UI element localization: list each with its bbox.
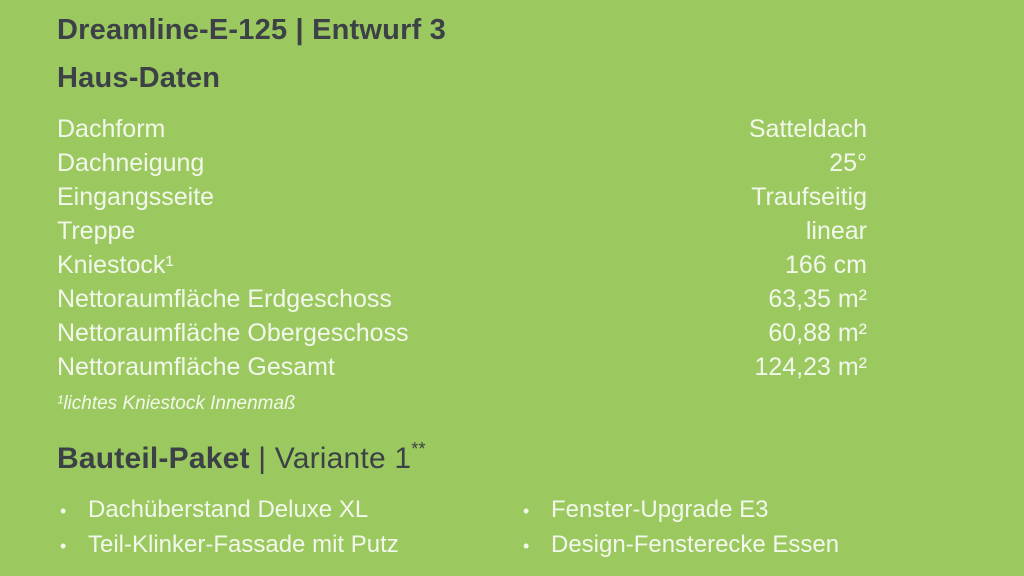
table-row: Dachform Satteldach <box>57 112 867 146</box>
list-item: • Fenster-Upgrade E3 <box>520 492 960 527</box>
page-title: Dreamline-E-125 | Entwurf 3 <box>57 14 447 46</box>
bullet-text: Teil-Klinker-Fassade mit Putz <box>88 531 399 558</box>
spec-label: Dachneigung <box>57 149 205 177</box>
spec-label: Nettoraumfläche Obergeschoss <box>57 319 409 347</box>
spec-value: 124,23 m² <box>754 353 867 381</box>
bullet-icon: • <box>60 536 67 556</box>
pkg-heading-rest: | Variante 1 <box>249 442 412 475</box>
spec-label: Kniestock¹ <box>57 251 174 279</box>
spec-value: linear <box>805 217 867 245</box>
bullet-icon: • <box>523 501 530 521</box>
list-item: • Design-Fensterecke Essen <box>520 527 960 562</box>
table-row: Eingangsseite Traufseitig <box>57 180 867 214</box>
bullet-text: Dachüberstand Deluxe XL <box>88 496 369 523</box>
bullet-icon: • <box>60 501 67 521</box>
table-row: Kniestock¹ 166 cm <box>57 248 867 282</box>
table-row: Treppe linear <box>57 214 867 248</box>
list-item: • Dachüberstand Deluxe XL <box>57 492 497 527</box>
bullet-column-right: • Fenster-Upgrade E3 • Design-Fenstereck… <box>520 492 960 562</box>
footnote: ¹lichtes Kniestock Innenmaß <box>57 393 296 414</box>
list-item: • Teil-Klinker-Fassade mit Putz <box>57 527 497 562</box>
spec-value: 25° <box>829 149 867 177</box>
pkg-heading-superscript: ** <box>411 439 426 459</box>
bullet-text: Fenster-Upgrade E3 <box>551 496 769 523</box>
table-row: Nettoraumfläche Obergeschoss 60,88 m² <box>57 316 867 350</box>
spec-label: Eingangsseite <box>57 183 215 211</box>
bullet-icon: • <box>523 536 530 556</box>
table-row: Nettoraumfläche Gesamt 124,23 m² <box>57 350 867 384</box>
spec-value: Traufseitig <box>751 183 867 211</box>
section-heading-haus-daten: Haus-Daten <box>57 62 221 94</box>
spec-value: 63,35 m² <box>768 285 867 313</box>
spec-label: Treppe <box>57 217 136 245</box>
pkg-heading-bold: Bauteil-Paket <box>57 442 250 475</box>
spec-value: 166 cm <box>785 251 867 279</box>
spec-label: Nettoraumfläche Gesamt <box>57 353 335 381</box>
table-row: Nettoraumfläche Erdgeschoss 63,35 m² <box>57 282 867 316</box>
spec-table: Dachform Satteldach Dachneigung 25° Eing… <box>57 112 867 384</box>
spec-value: Satteldach <box>748 115 867 143</box>
section-heading-bauteil-paket: Bauteil-Paket | Variante 1** <box>57 439 426 476</box>
bullet-column-left: • Dachüberstand Deluxe XL • Teil-Klinker… <box>57 492 497 562</box>
spec-label: Dachform <box>57 115 166 143</box>
bullet-text: Design-Fensterecke Essen <box>551 531 840 558</box>
spec-label: Nettoraumfläche Erdgeschoss <box>57 285 392 313</box>
table-row: Dachneigung 25° <box>57 146 867 180</box>
spec-value: 60,88 m² <box>768 319 867 347</box>
